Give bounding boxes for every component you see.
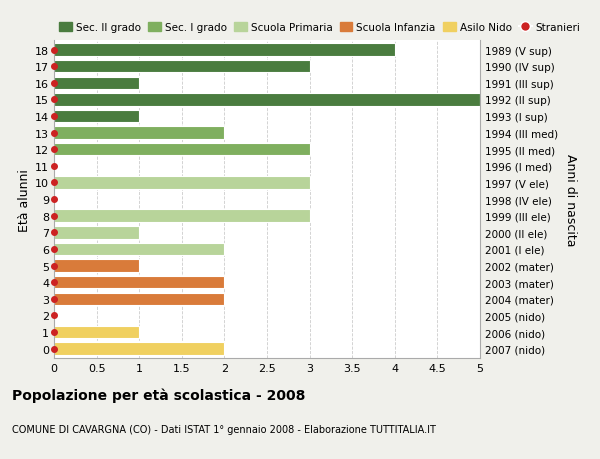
Bar — [54, 260, 139, 272]
Bar — [54, 44, 395, 56]
Bar — [54, 343, 224, 355]
Bar — [54, 177, 310, 189]
Text: Popolazione per età scolastica - 2008: Popolazione per età scolastica - 2008 — [12, 388, 305, 403]
Bar — [54, 78, 139, 90]
Bar — [54, 293, 224, 305]
Legend: Sec. II grado, Sec. I grado, Scuola Primaria, Scuola Infanzia, Asilo Nido, Stran: Sec. II grado, Sec. I grado, Scuola Prim… — [59, 23, 581, 33]
Bar — [54, 210, 310, 223]
Bar — [54, 111, 139, 123]
Bar — [54, 127, 224, 140]
Bar — [54, 227, 139, 239]
Bar — [54, 144, 310, 156]
Bar — [54, 243, 224, 256]
Bar — [54, 326, 139, 339]
Bar — [54, 94, 480, 106]
Bar — [54, 61, 310, 73]
Y-axis label: Età alunni: Età alunni — [18, 168, 31, 231]
Text: COMUNE DI CAVARGNA (CO) - Dati ISTAT 1° gennaio 2008 - Elaborazione TUTTITALIA.I: COMUNE DI CAVARGNA (CO) - Dati ISTAT 1° … — [12, 425, 436, 435]
Bar — [54, 276, 224, 289]
Y-axis label: Anni di nascita: Anni di nascita — [563, 153, 577, 246]
